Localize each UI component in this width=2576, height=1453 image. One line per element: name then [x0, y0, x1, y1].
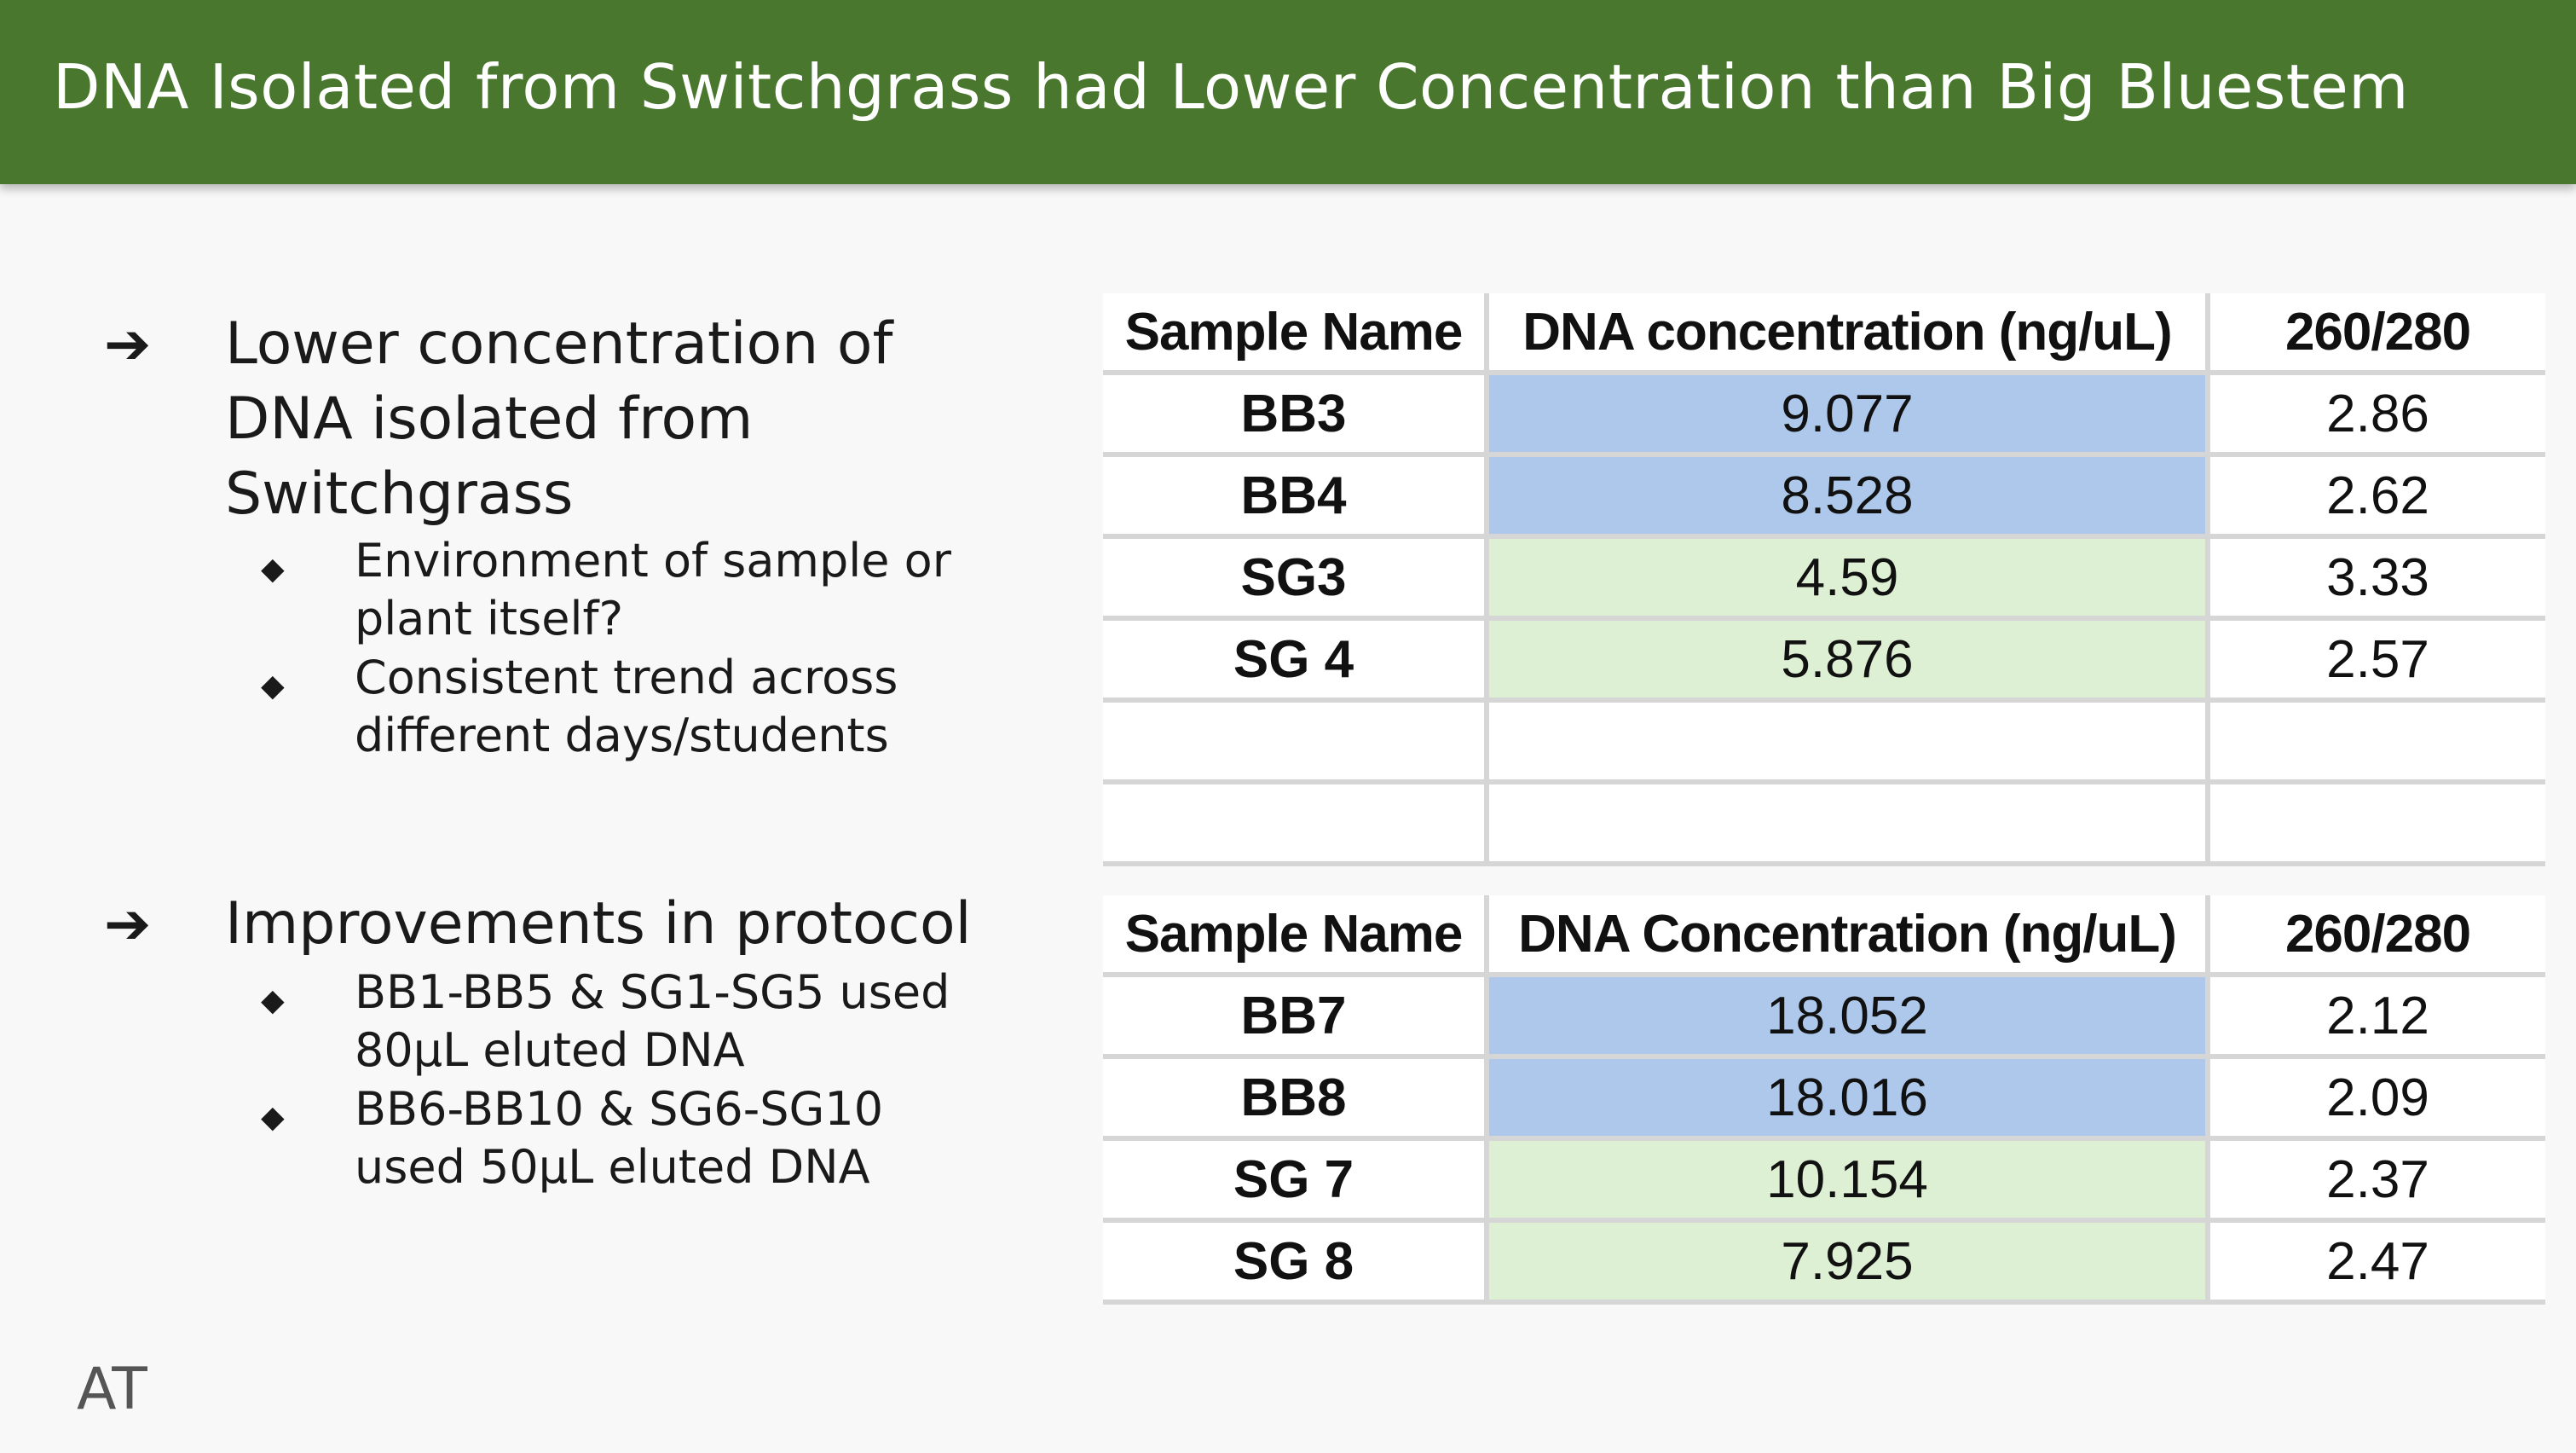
table-row: BB4 8.528 2.62 — [1103, 454, 2545, 539]
table-row: SG3 4.59 3.33 — [1103, 536, 2545, 621]
empty-cell — [2208, 700, 2545, 784]
sub-bullet-text: Consistent trend across different days/s… — [355, 651, 898, 762]
empty-row — [1103, 700, 2545, 784]
author-initials: AT — [77, 1356, 147, 1423]
ratio-cell: 2.57 — [2208, 618, 2545, 703]
arrow-right-icon: ➔ — [104, 891, 152, 957]
table-header-row: Sample Name DNA concentration (ng/uL) 26… — [1103, 293, 2545, 375]
table-row: SG 4 5.876 2.57 — [1103, 618, 2545, 703]
ratio-cell: 2.47 — [2208, 1220, 2545, 1305]
sub-bullet-text: Environment of sample or plant itself? — [355, 534, 951, 645]
title-bar: DNA Isolated from Switchgrass had Lower … — [0, 0, 2576, 184]
concentration-cell: 18.052 — [1487, 975, 2210, 1059]
concentration-table-1: Sample Name DNA concentration (ng/uL) 26… — [1103, 293, 2545, 866]
concentration-cell: 8.528 — [1487, 454, 2210, 539]
concentration-cell: 7.925 — [1487, 1220, 2210, 1305]
sample-name-cell: BB3 — [1103, 373, 1489, 457]
concentration-cell: 18.016 — [1487, 1056, 2210, 1141]
concentration-cell: 10.154 — [1487, 1138, 2210, 1223]
table-row: SG 8 7.925 2.47 — [1103, 1220, 2545, 1305]
sample-name-cell: BB7 — [1103, 975, 1489, 1059]
table-row: BB8 18.016 2.09 — [1103, 1056, 2545, 1141]
sub-bullet-text: BB6-BB10 & SG6-SG10 used 50μL eluted DNA — [355, 1082, 884, 1194]
ratio-cell: 2.37 — [2208, 1138, 2545, 1223]
diamond-bullet-icon: ◆ — [261, 552, 285, 587]
sample-name-cell: SG3 — [1103, 536, 1489, 621]
header-dna-concentration: DNA concentration (ng/uL) — [1487, 293, 2210, 375]
ratio-cell: 2.86 — [2208, 373, 2545, 457]
concentration-table-2: Sample Name DNA Concentration (ng/uL) 26… — [1103, 895, 2545, 1305]
sample-name-cell: SG 4 — [1103, 618, 1489, 703]
table-row: BB7 18.052 2.12 — [1103, 975, 2545, 1059]
empty-cell — [1103, 700, 1489, 784]
bullet-text: Improvements in protocol — [225, 890, 972, 958]
header-260-280: 260/280 — [2208, 293, 2545, 375]
header-sample-name: Sample Name — [1103, 293, 1489, 375]
header-260-280: 260/280 — [2208, 895, 2545, 977]
sample-name-cell: SG 8 — [1103, 1220, 1489, 1305]
table-row: SG 7 10.154 2.37 — [1103, 1138, 2545, 1223]
ratio-cell: 2.12 — [2208, 975, 2545, 1059]
diamond-bullet-icon: ◆ — [261, 669, 285, 703]
slide-title: DNA Isolated from Switchgrass had Lower … — [53, 51, 2409, 123]
ratio-cell: 3.33 — [2208, 536, 2545, 621]
empty-cell — [1487, 700, 2210, 784]
bullet-text: Lower concentration of DNA isolated from… — [225, 310, 893, 528]
ratio-cell: 2.09 — [2208, 1056, 2545, 1141]
sample-name-cell: BB4 — [1103, 454, 1489, 539]
concentration-cell: 9.077 — [1487, 373, 2210, 457]
header-dna-concentration: DNA Concentration (ng/uL) — [1487, 895, 2210, 977]
sample-name-cell: SG 7 — [1103, 1138, 1489, 1223]
sample-name-cell: BB8 — [1103, 1056, 1489, 1141]
empty-cell — [1103, 782, 1489, 866]
concentration-cell: 4.59 — [1487, 536, 2210, 621]
table-row: BB3 9.077 2.86 — [1103, 373, 2545, 457]
diamond-bullet-icon: ◆ — [261, 1100, 285, 1135]
empty-cell — [2208, 782, 2545, 866]
concentration-cell: 5.876 — [1487, 618, 2210, 703]
header-sample-name: Sample Name — [1103, 895, 1489, 977]
sub-bullet-text: BB1-BB5 & SG1-SG5 used 80μL eluted DNA — [355, 965, 950, 1077]
empty-row — [1103, 782, 2545, 866]
arrow-right-icon: ➔ — [104, 311, 152, 377]
ratio-cell: 2.62 — [2208, 454, 2545, 539]
table-header-row: Sample Name DNA Concentration (ng/uL) 26… — [1103, 895, 2545, 977]
empty-cell — [1487, 782, 2210, 866]
diamond-bullet-icon: ◆ — [261, 983, 285, 1018]
